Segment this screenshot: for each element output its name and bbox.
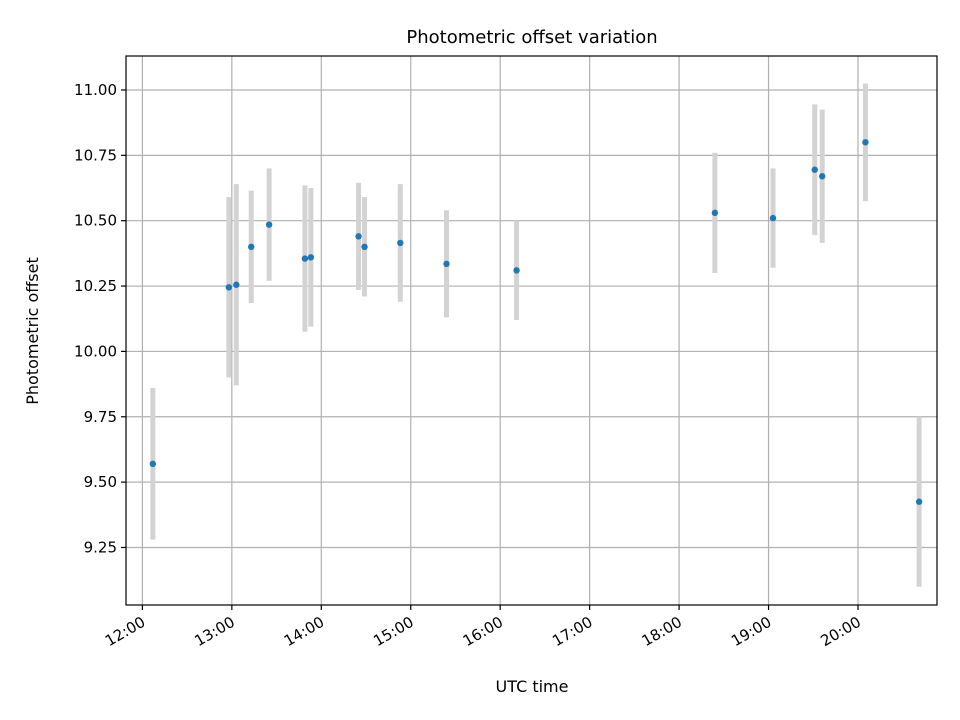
data-point: [811, 166, 818, 173]
y-tick-label: 9.75: [84, 408, 117, 426]
data-point: [233, 281, 240, 288]
data-point: [443, 260, 450, 268]
y-tick-label: 10.75: [74, 146, 117, 164]
data-point: [301, 255, 309, 262]
x-axis-label: UTC time: [496, 677, 569, 696]
data-point: [361, 243, 368, 251]
y-axis-ticks: 9.25 9.50 9.75 10.00 10.25 10.50 10.75 11.00: [74, 81, 126, 556]
data-point: [711, 209, 719, 217]
data-point: [265, 221, 273, 228]
data-point: [149, 460, 157, 468]
y-tick-label: 10.50: [74, 212, 117, 230]
y-tick-label: 11.00: [74, 81, 117, 99]
data-point: [355, 233, 362, 240]
y-tick-label: 9.25: [84, 538, 117, 556]
data-point: [862, 139, 869, 146]
data-point: [915, 498, 923, 505]
y-tick-label: 10.25: [74, 277, 117, 295]
data-point: [769, 214, 777, 222]
data-point: [513, 267, 520, 274]
chart-title: Photometric offset variation: [406, 27, 657, 48]
plot-frame: [125, 55, 938, 606]
y-tick-label: 9.50: [84, 473, 117, 491]
data-point: [397, 239, 404, 247]
y-tick-label: 10.00: [74, 342, 117, 360]
y-axis-label: Photometric offset: [23, 257, 42, 405]
data-point: [225, 284, 233, 291]
data-points: [149, 139, 923, 505]
data-point: [248, 243, 255, 251]
grid: [126, 56, 937, 605]
data-point: [307, 254, 315, 261]
data-point: [819, 173, 826, 180]
